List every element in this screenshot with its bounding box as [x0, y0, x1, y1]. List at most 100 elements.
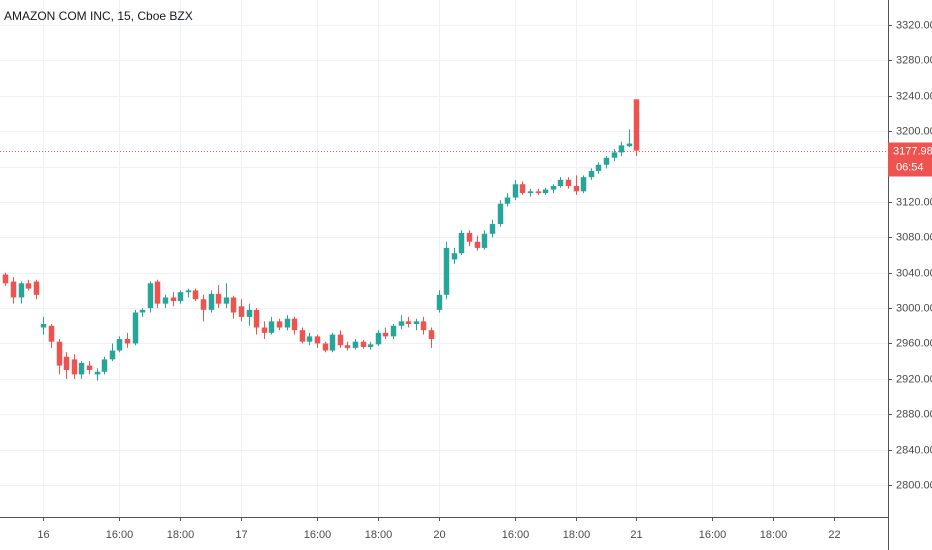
candle-body	[527, 191, 534, 194]
candle-body	[375, 332, 382, 345]
chart-title: AMAZON COM INC, 15, Cboe BZX	[4, 9, 193, 23]
candle-body	[162, 297, 169, 304]
candle-body	[580, 177, 587, 192]
candle-body	[139, 309, 146, 313]
last-price-box	[888, 142, 932, 177]
axes	[0, 0, 889, 550]
y-tick-label: 3240.00	[896, 90, 932, 102]
x-tick-label: 18:00	[563, 529, 591, 541]
candle-body	[71, 359, 78, 375]
x-tick-label: 21	[630, 529, 642, 541]
candle-body	[2, 274, 9, 284]
candle-body	[177, 292, 184, 302]
candle-body	[238, 306, 245, 317]
y-tick-label: 3040.00	[896, 267, 932, 279]
candle-body	[337, 334, 344, 346]
y-tick-label: 3120.00	[896, 196, 932, 208]
candle-body	[25, 283, 32, 289]
candle-body	[595, 164, 602, 171]
candle-body	[436, 294, 443, 310]
candle-body	[40, 323, 47, 328]
candle-body	[78, 362, 85, 375]
y-tick-label: 2920.00	[896, 373, 932, 385]
candle-body	[10, 281, 17, 298]
candle-body	[573, 186, 580, 192]
candle-body	[132, 312, 139, 344]
y-tick-label: 3280.00	[896, 54, 932, 66]
candle-body	[154, 281, 161, 304]
candle-body	[611, 152, 618, 158]
candle-body	[200, 299, 207, 310]
candle-body	[223, 297, 230, 304]
x-tick-label: 20	[433, 529, 445, 541]
y-tick-label: 2800.00	[896, 479, 932, 491]
candle-body	[215, 293, 222, 304]
y-tick-label: 3000.00	[896, 302, 932, 314]
y-tick-label: 2960.00	[896, 337, 932, 349]
candle-body	[458, 232, 465, 254]
candle-body	[481, 233, 488, 248]
y-tick-label: 2840.00	[896, 444, 932, 456]
candle-body	[428, 330, 435, 340]
candle-body	[398, 321, 405, 326]
candle-body	[18, 283, 25, 298]
y-tick-label: 3200.00	[896, 125, 932, 137]
candle-body	[519, 184, 526, 194]
candle-body	[588, 170, 595, 178]
candle-body	[367, 344, 374, 347]
x-tick-label: 16:00	[699, 529, 727, 541]
candle-body	[147, 283, 154, 309]
x-tick-label: 18:00	[760, 529, 788, 541]
candle-body	[185, 290, 192, 293]
candle-body	[550, 186, 557, 190]
candle-body	[48, 325, 55, 342]
candle-body	[451, 253, 458, 260]
candle-body	[230, 297, 237, 313]
y-tick-label: 3080.00	[896, 231, 932, 243]
y-tick-label: 3320.00	[896, 19, 932, 31]
candle-body	[116, 339, 123, 351]
candle-body	[512, 184, 519, 198]
candle-body	[33, 281, 40, 295]
candle-body	[466, 232, 473, 242]
candle-body	[306, 336, 313, 342]
candle-body	[101, 359, 108, 372]
candle-body	[405, 321, 412, 324]
candle-body	[489, 224, 496, 234]
candle-body	[284, 318, 291, 328]
candle-body	[56, 341, 63, 366]
x-tick-label: 16:00	[106, 529, 134, 541]
candle-body	[352, 341, 359, 348]
candle-body	[291, 318, 298, 331]
candle-body	[261, 327, 268, 333]
candle-body	[86, 365, 93, 370]
candle-body	[208, 293, 215, 310]
candle-body	[390, 325, 397, 337]
candles	[2, 99, 640, 381]
candle-body	[382, 332, 389, 337]
candle-body	[633, 99, 640, 151]
x-tick-label: 18:00	[167, 529, 195, 541]
candle-body	[497, 203, 504, 225]
candle-body	[322, 343, 329, 351]
candle-body	[253, 309, 260, 328]
candle-body	[565, 179, 572, 187]
x-tick-label: 16	[37, 529, 49, 541]
candle-body	[504, 197, 511, 204]
candle-body	[94, 371, 101, 375]
last-price-label: 3177.98	[893, 145, 932, 157]
candle-body	[246, 309, 253, 317]
candle-body	[413, 321, 420, 324]
x-tick-label: 18:00	[365, 529, 393, 541]
y-tick-label: 2880.00	[896, 408, 932, 420]
candle-body	[618, 145, 625, 153]
candle-body	[420, 321, 427, 331]
candle-body	[474, 241, 481, 248]
x-tick-label: 22	[828, 529, 840, 541]
candle-body	[170, 297, 177, 302]
candle-body	[299, 330, 306, 342]
candle-body	[360, 341, 367, 347]
